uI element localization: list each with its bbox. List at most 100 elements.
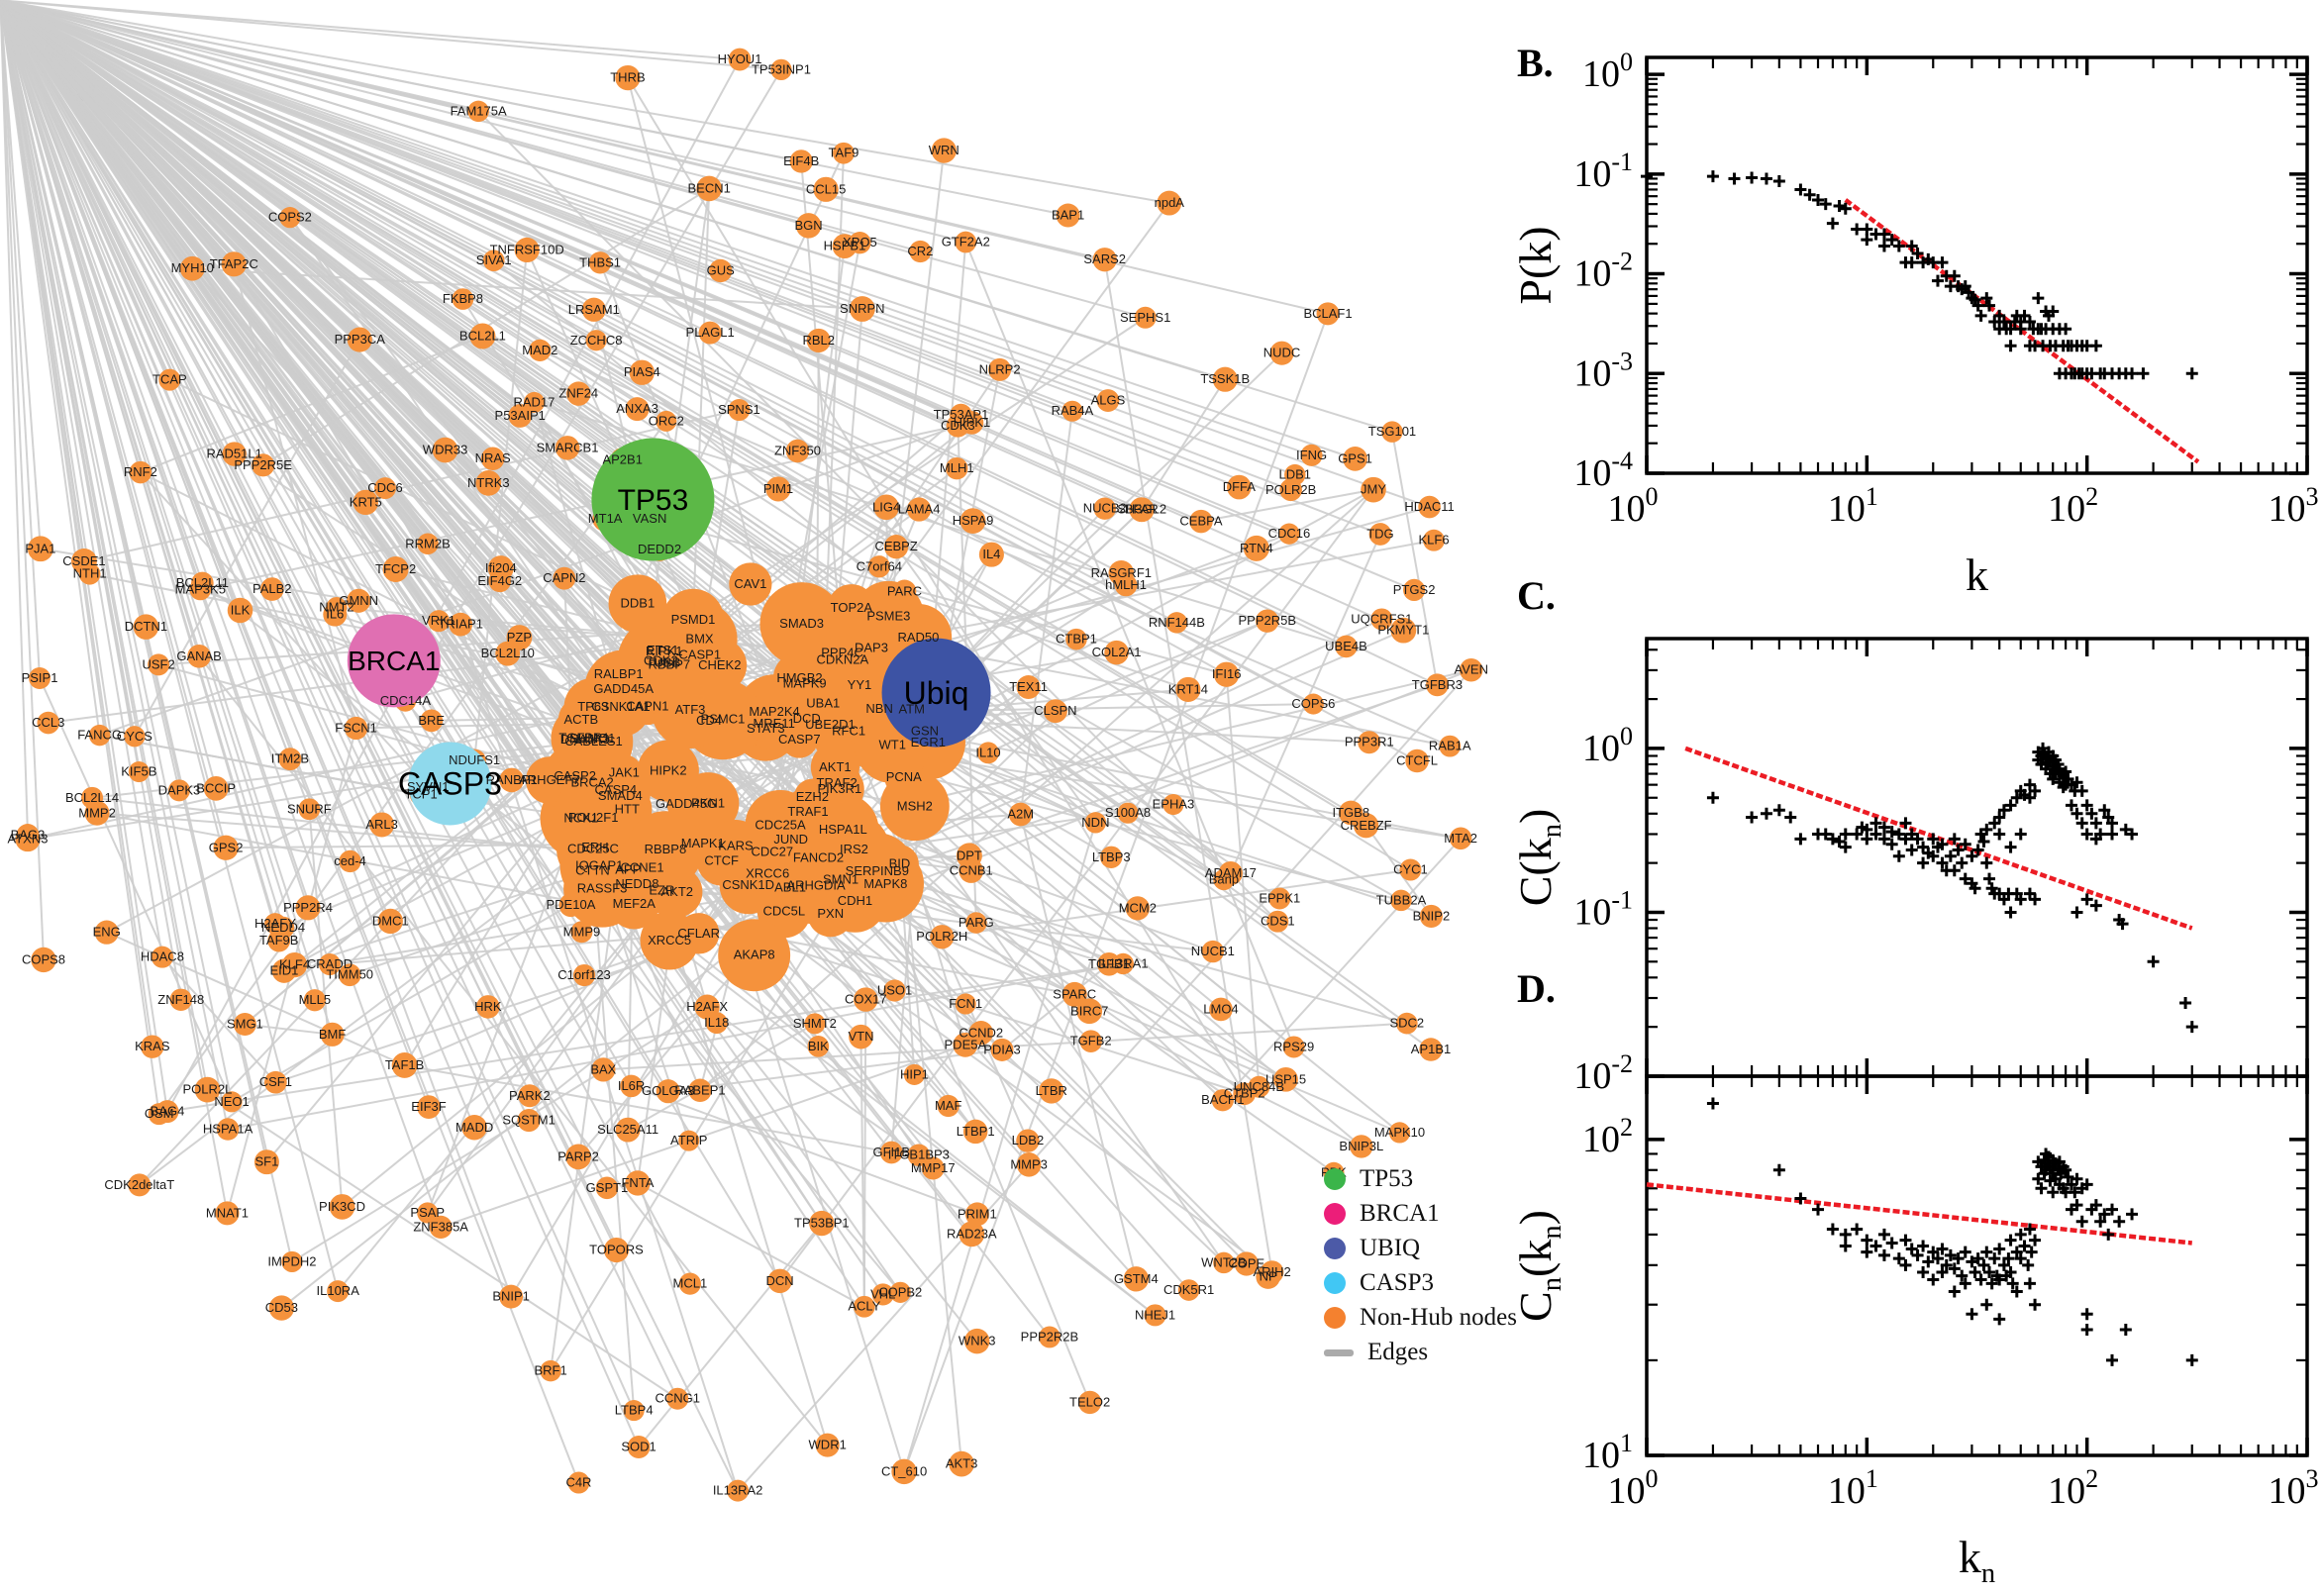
network-node[interactable] — [1056, 203, 1080, 228]
network-node[interactable] — [467, 100, 489, 123]
network-node[interactable] — [129, 460, 152, 484]
network-node[interactable] — [1162, 793, 1184, 816]
network-node[interactable] — [1316, 302, 1340, 326]
network-node[interactable] — [1227, 474, 1252, 500]
network-node[interactable] — [252, 453, 275, 477]
network-node[interactable] — [930, 925, 955, 949]
network-node[interactable] — [1419, 904, 1443, 928]
network-node[interactable] — [892, 579, 917, 604]
network-node[interactable] — [259, 577, 284, 601]
network-node[interactable] — [608, 574, 667, 634]
network-node[interactable] — [517, 1108, 541, 1133]
network-node[interactable] — [891, 1458, 917, 1485]
network-node[interactable] — [469, 323, 496, 349]
network-node[interactable] — [988, 357, 1012, 381]
network-node[interactable] — [1084, 812, 1107, 834]
network-node[interactable] — [1104, 640, 1129, 665]
network-node[interactable] — [1092, 248, 1117, 272]
network-node[interactable] — [793, 778, 831, 816]
network-node[interactable] — [271, 958, 297, 983]
network-node[interactable] — [849, 231, 871, 254]
network-node[interactable] — [133, 614, 159, 640]
network-node[interactable] — [1008, 802, 1033, 827]
network-node[interactable] — [956, 843, 982, 869]
network-node[interactable] — [728, 398, 751, 422]
network-node[interactable] — [1016, 1152, 1042, 1177]
network-node[interactable] — [849, 1024, 873, 1049]
network-node[interactable] — [353, 489, 378, 516]
network-node[interactable] — [128, 761, 150, 783]
network-node[interactable] — [298, 798, 321, 821]
network-node[interactable] — [508, 404, 533, 428]
network-node[interactable] — [1403, 578, 1426, 602]
network-node[interactable] — [1370, 608, 1393, 631]
network-node[interactable] — [1189, 509, 1213, 534]
network-node[interactable] — [879, 1141, 903, 1164]
network-node[interactable] — [374, 477, 396, 500]
network-node[interactable] — [931, 138, 957, 163]
network-node[interactable] — [499, 767, 525, 793]
network-node[interactable] — [1125, 896, 1150, 921]
network-node[interactable] — [540, 1359, 561, 1382]
network-node[interactable] — [327, 1280, 350, 1303]
network-node[interactable] — [558, 893, 583, 918]
network-node[interactable] — [278, 748, 302, 771]
network-node[interactable] — [295, 895, 321, 921]
network-node[interactable] — [588, 251, 612, 274]
network-node[interactable] — [215, 1201, 240, 1226]
network-node[interactable] — [623, 1400, 645, 1422]
hub-node-brca1[interactable] — [347, 614, 441, 708]
network-node[interactable] — [753, 702, 795, 745]
network-node[interactable] — [666, 1387, 689, 1410]
network-node[interactable] — [319, 953, 342, 976]
network-node[interactable] — [141, 1035, 164, 1058]
network-node[interactable] — [1405, 748, 1429, 773]
network-node[interactable] — [806, 328, 831, 353]
network-node[interactable] — [187, 644, 211, 668]
network-node[interactable] — [271, 916, 295, 940]
network-node[interactable] — [452, 288, 474, 310]
network-node[interactable] — [158, 368, 181, 391]
network-node[interactable] — [1213, 1251, 1235, 1274]
network-node[interactable] — [475, 470, 502, 496]
network-node[interactable] — [347, 588, 371, 613]
network-node[interactable] — [1016, 1129, 1040, 1152]
network-node[interactable] — [1117, 802, 1139, 824]
network-node[interactable] — [1350, 1135, 1373, 1158]
network-node[interactable] — [429, 1215, 453, 1240]
network-node[interactable] — [377, 908, 403, 935]
network-node[interactable] — [709, 258, 733, 283]
network-node[interactable] — [1390, 617, 1417, 644]
network-node[interactable] — [907, 1144, 931, 1167]
network-node[interactable] — [625, 397, 650, 422]
network-node[interactable] — [978, 542, 1004, 567]
network-node[interactable] — [1361, 476, 1386, 503]
network-node[interactable] — [627, 811, 704, 888]
network-node[interactable] — [666, 784, 706, 824]
network-node[interactable] — [1175, 676, 1201, 702]
network-node[interactable] — [1268, 887, 1291, 910]
network-node[interactable] — [640, 911, 699, 970]
network-node[interactable] — [344, 716, 368, 741]
network-node[interactable] — [955, 231, 977, 253]
network-node[interactable] — [71, 548, 97, 574]
network-node[interactable] — [320, 1022, 345, 1047]
network-node[interactable] — [883, 535, 909, 559]
network-node[interactable] — [1300, 444, 1323, 466]
network-node[interactable] — [705, 1012, 728, 1035]
network-node[interactable] — [1043, 699, 1067, 724]
network-node[interactable] — [281, 1250, 303, 1273]
network-node[interactable] — [427, 610, 451, 633]
network-node[interactable] — [1256, 609, 1279, 633]
network-node[interactable] — [772, 651, 827, 705]
network-node[interactable] — [644, 632, 682, 670]
network-node[interactable] — [1212, 366, 1238, 392]
network-node[interactable] — [678, 1130, 700, 1151]
network-node[interactable] — [656, 1079, 680, 1104]
network-node[interactable] — [488, 569, 512, 593]
network-node[interactable] — [728, 48, 752, 71]
network-node[interactable] — [169, 988, 192, 1011]
network-node[interactable] — [1266, 910, 1289, 933]
network-node[interactable] — [124, 726, 146, 748]
network-node[interactable] — [148, 653, 170, 676]
